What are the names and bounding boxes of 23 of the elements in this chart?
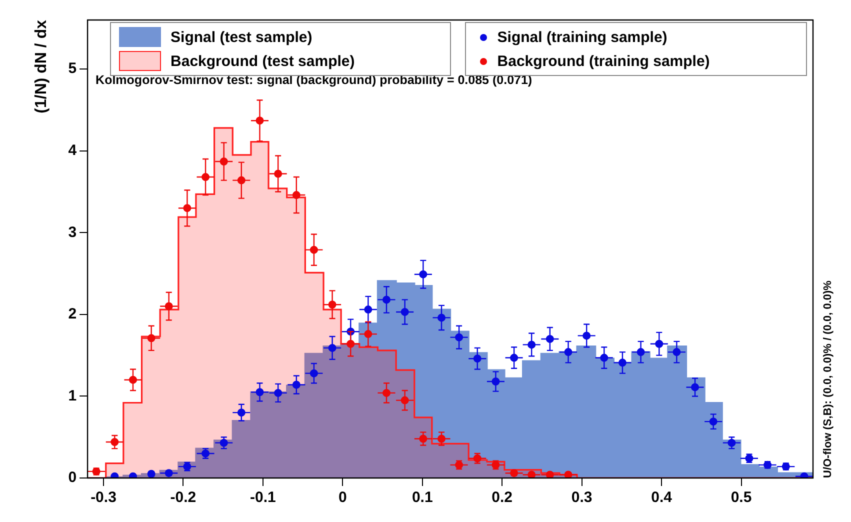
legend-label: Background (training sample) <box>497 52 710 70</box>
y-tick-label: 2 <box>68 306 77 323</box>
x-tick-label: 0.4 <box>651 489 673 506</box>
y-tick-label: 5 <box>68 60 77 78</box>
x-tick-label: -0.1 <box>250 489 276 506</box>
text: U/O-flow (S,B): (0.0, 0.0)% / (0.0, 0.0)% <box>822 280 834 478</box>
y-tick-label: 3 <box>68 224 77 241</box>
legend-label: Background (test sample) <box>170 52 355 70</box>
x-tick-label: 0.2 <box>492 489 513 506</box>
x-tick-label: 0.5 <box>730 489 752 506</box>
x-tick-label: 0 <box>338 489 347 506</box>
point <box>110 472 119 478</box>
legend-label: Signal (training sample) <box>497 28 668 46</box>
y-tick-label: 0 <box>68 469 77 486</box>
x-tick-label: 0.3 <box>571 489 592 506</box>
point <box>128 472 137 478</box>
x-tick-label: -0.2 <box>170 489 196 506</box>
y-axis-title: (1/N) dN / dx <box>33 20 50 114</box>
x-tick-label: 0.1 <box>412 489 433 506</box>
y-tick-label: 1 <box>68 387 77 404</box>
legend-label: Signal (test sample) <box>170 28 312 46</box>
x-tick-label: -0.3 <box>90 489 116 506</box>
y-tick-label: 4 <box>68 142 78 159</box>
